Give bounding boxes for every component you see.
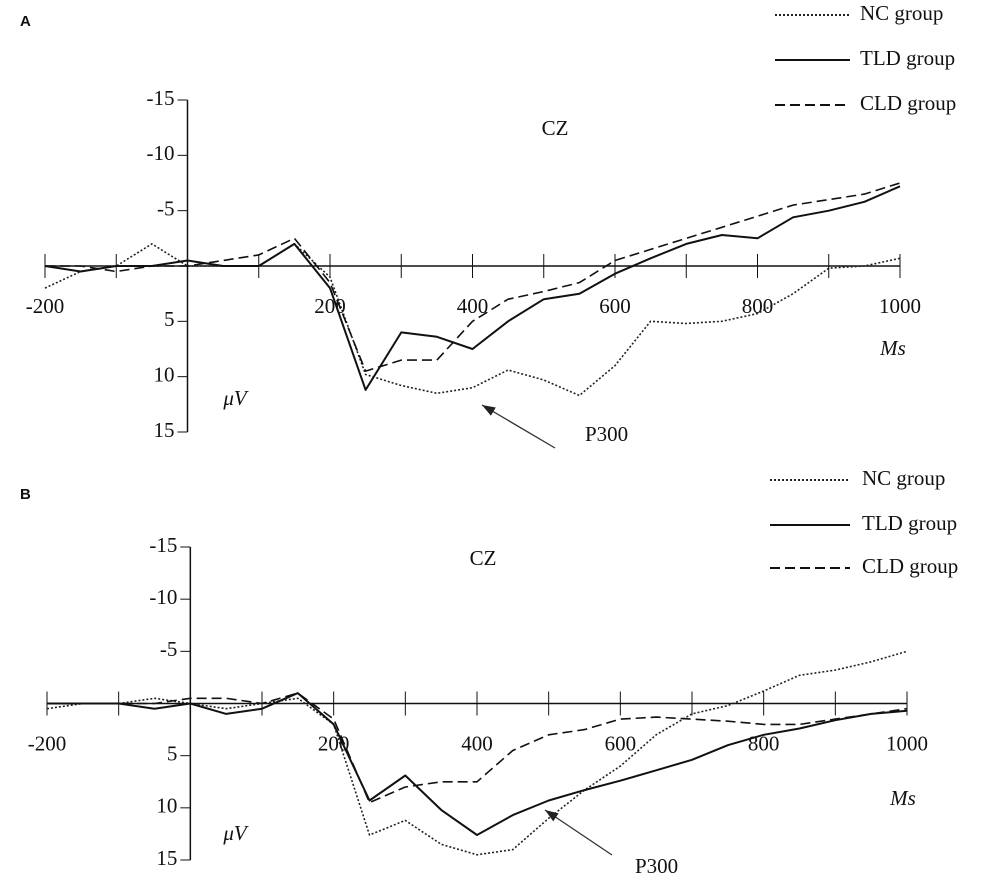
legend-label: TLD group (860, 46, 955, 70)
y-tick-label: 10 (154, 362, 175, 386)
y-tick-label: 15 (156, 846, 177, 870)
y-tick-label: -15 (147, 86, 175, 110)
x-tick-label: 1000 (886, 731, 928, 755)
series-line (47, 692, 908, 804)
x-tick-label: 400 (461, 731, 493, 755)
series-line (47, 692, 908, 836)
chart-title: CZ (470, 546, 497, 570)
y-tick-label: -5 (157, 196, 175, 220)
y-tick-label: -10 (147, 141, 175, 165)
y-axis-label: μV (222, 821, 249, 845)
annotation: P300 (635, 854, 678, 878)
x-axis-label: Ms (879, 336, 906, 360)
y-tick-label: -5 (160, 637, 178, 661)
y-tick-label: -15 (149, 533, 177, 557)
y-tick-label: 15 (154, 418, 175, 442)
x-tick-label: 600 (605, 731, 637, 755)
y-tick-label: 5 (167, 741, 178, 765)
annotation-arrowhead (482, 405, 496, 416)
chart-title: CZ (542, 116, 569, 140)
annotation: P300 (585, 422, 628, 446)
legend-label: CLD group (862, 554, 958, 578)
series-line (44, 243, 901, 397)
legend-label: CLD group (860, 91, 956, 115)
x-axis-label: Ms (889, 786, 916, 810)
x-tick-label: -200 (28, 731, 67, 755)
series-line (45, 182, 901, 372)
legend-label: NC group (860, 1, 943, 25)
y-tick-label: 10 (156, 794, 177, 818)
y-axis-label: μV (222, 386, 249, 410)
x-tick-label: 1000 (879, 294, 921, 318)
x-tick-label: 200 (314, 294, 346, 318)
y-tick-label: -10 (149, 585, 177, 609)
panel-label: B (20, 486, 31, 503)
legend-label: NC group (862, 466, 945, 490)
annotation-arrow (481, 404, 556, 449)
panel-label: A (20, 13, 31, 30)
annotation-arrow (544, 809, 613, 856)
legend-label: TLD group (862, 511, 957, 535)
x-tick-label: 600 (599, 294, 631, 318)
x-tick-label: 400 (457, 294, 489, 318)
y-tick-label: 5 (164, 307, 175, 331)
x-tick-label: -200 (26, 294, 65, 318)
series-line (44, 185, 901, 391)
